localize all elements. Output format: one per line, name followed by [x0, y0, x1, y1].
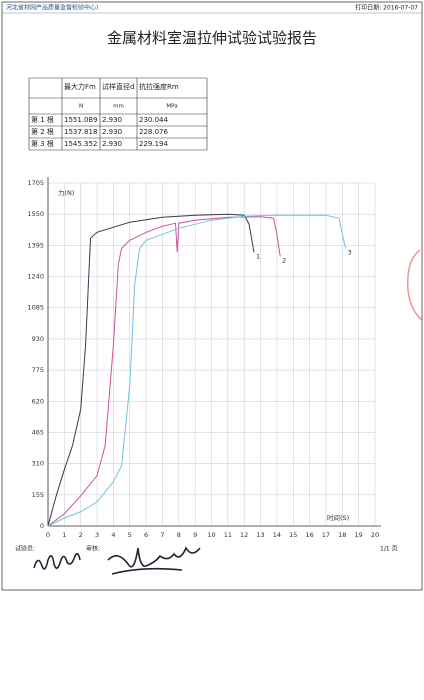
- y-tick-label: 620: [32, 397, 44, 405]
- row-label: 第 1 根: [31, 115, 54, 124]
- x-tick-label: 3: [95, 531, 99, 539]
- x-tick-label: 13: [256, 531, 264, 539]
- reviewer-label: 审核:: [86, 545, 100, 553]
- table-value: 229.194: [139, 140, 168, 148]
- series-label: 1: [256, 252, 260, 260]
- x-tick-label: 11: [224, 531, 232, 539]
- report-title: 金属材料室温拉伸试验试验报告: [107, 29, 317, 47]
- row-label: 第 3 根: [31, 139, 54, 148]
- x-tick-label: 0: [46, 531, 50, 539]
- reviewer-signature: [107, 546, 201, 575]
- x-tick-label: 15: [289, 531, 297, 539]
- y-tick-label: 1240: [27, 273, 44, 281]
- x-tick-label: 7: [160, 531, 164, 539]
- x-tick-label: 12: [240, 531, 248, 539]
- column-unit: N: [79, 104, 83, 110]
- table-value: 1545.352: [64, 140, 97, 148]
- tester-signature: [33, 552, 81, 570]
- y-tick-label: 0: [40, 522, 44, 530]
- series-label: 2: [282, 256, 286, 264]
- y-tick-label: 310: [32, 460, 44, 468]
- x-tick-label: 1: [62, 531, 66, 539]
- stamp-edge: [407, 249, 423, 321]
- x-tick-label: 16: [305, 531, 313, 539]
- column-unit: MPa: [166, 104, 177, 110]
- x-tick-label: 2: [79, 531, 83, 539]
- table-value: 230.044: [139, 116, 168, 124]
- y-axis-label: 力(N): [58, 188, 74, 197]
- column-unit: mm: [113, 104, 124, 110]
- table-value: 228.076: [139, 128, 168, 136]
- x-tick-label: 19: [355, 531, 363, 539]
- x-tick-label: 6: [144, 531, 148, 539]
- page-border: [1, 1, 423, 591]
- series-line: [47, 213, 255, 527]
- result-table: 最大力Fm N 试样直径d mm 抗拉强度Rm MPa 第 1 根 1551.089 2.930…: [28, 77, 208, 151]
- table-value: 2.930: [102, 116, 122, 124]
- y-tick-label: 1085: [27, 304, 44, 312]
- print-date: 打印日期: 2016-07-07: [355, 4, 418, 12]
- table-value: 2.930: [102, 128, 122, 136]
- x-tick-label: 5: [128, 531, 132, 539]
- table-value: 2.930: [102, 140, 122, 148]
- x-axis-label: 时间(S): [327, 513, 349, 522]
- header-org: 河北省材网产品质量监督检验中心): [6, 4, 98, 12]
- x-tick-label: 18: [338, 531, 346, 539]
- y-tick-label: 1550: [27, 210, 44, 218]
- x-tick-label: 20: [371, 531, 379, 539]
- x-tick-label: 17: [322, 531, 330, 539]
- column-header: 抗拉强度Rm: [139, 82, 179, 91]
- series-label: 3: [348, 248, 352, 256]
- chart: 0155310465620775930108512401395155017050…: [27, 177, 381, 539]
- table-value: 1537.818: [64, 128, 97, 136]
- page-number: 1/1 页: [380, 546, 398, 553]
- table-value: 1551.089: [64, 116, 97, 124]
- y-tick-label: 775: [32, 366, 44, 374]
- y-tick-label: 465: [32, 428, 44, 436]
- series-line: [47, 216, 281, 527]
- y-tick-label: 155: [32, 491, 44, 499]
- x-tick-label: 10: [207, 531, 215, 539]
- series-line: [47, 214, 347, 527]
- tester-label: 试验员:: [15, 545, 35, 553]
- x-tick-label: 9: [193, 531, 197, 539]
- column-header: 最大力Fm: [64, 82, 96, 91]
- row-label: 第 2 根: [31, 127, 54, 136]
- column-header: 试样直径d: [102, 82, 134, 91]
- y-tick-label: 930: [32, 335, 44, 343]
- x-tick-label: 14: [273, 531, 281, 539]
- y-tick-label: 1705: [27, 179, 44, 187]
- x-tick-label: 4: [111, 531, 115, 539]
- x-tick-label: 8: [177, 531, 181, 539]
- y-tick-label: 1395: [27, 241, 44, 249]
